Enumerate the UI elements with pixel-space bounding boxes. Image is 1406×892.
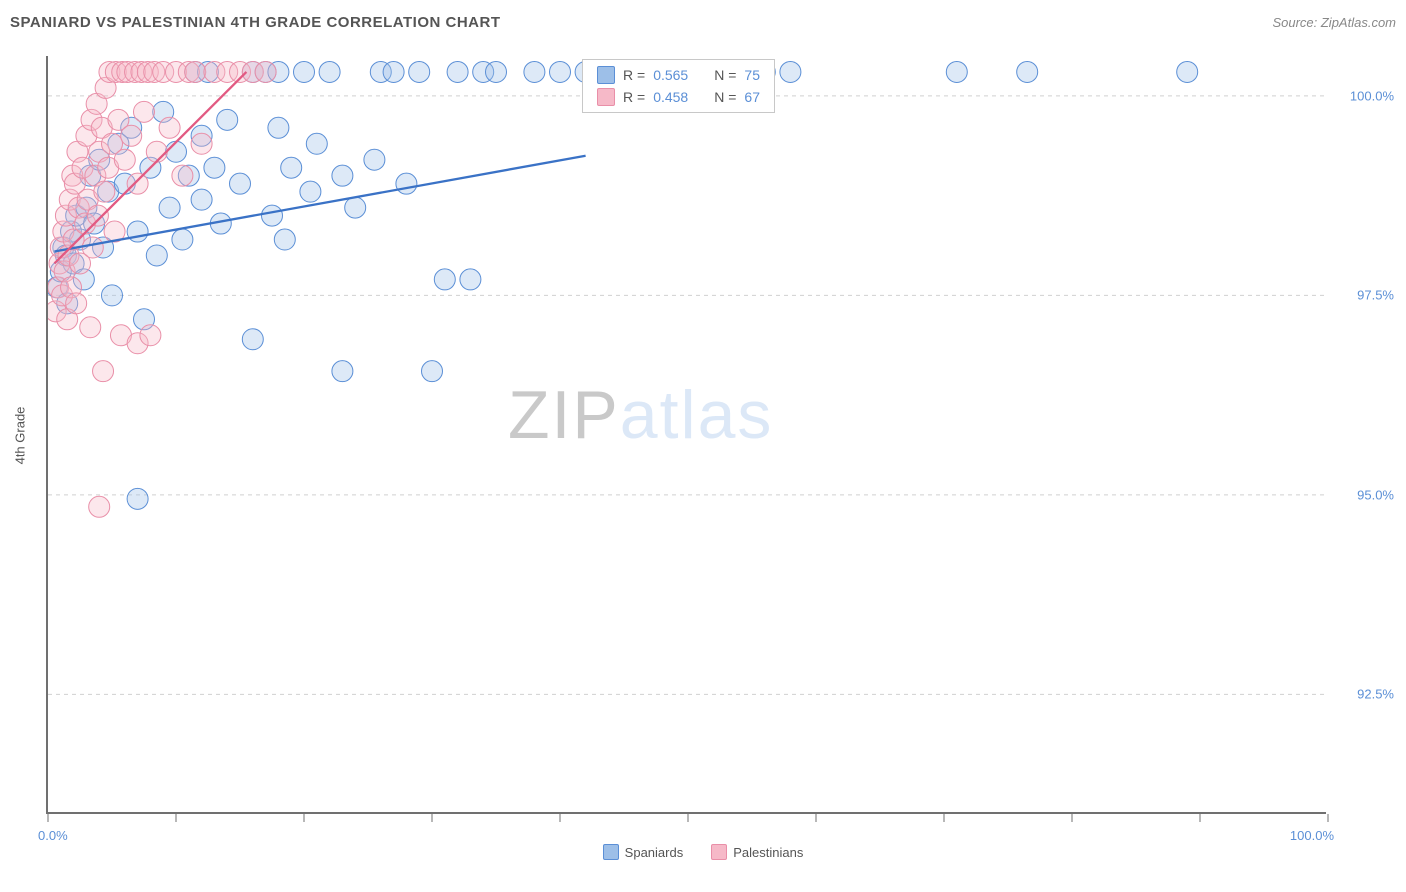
x-axis-max-label: 100.0% [1290,828,1334,843]
scatter-point [82,237,103,258]
scatter-point [409,61,430,82]
scatter-point [185,61,206,82]
scatter-point [281,157,302,178]
y-axis-label: 4th Grade [10,56,30,814]
scatter-point [80,317,101,338]
scatter-point [255,61,276,82]
legend-item: Palestinians [711,844,803,860]
legend-swatch [597,88,615,106]
scatter-layer [48,56,1328,814]
scatter-point [89,496,110,517]
legend-swatch [603,844,619,860]
plot-region: ZIPatlas R = 0.565 N = 75 R = 0.458 N = … [46,56,1326,814]
scatter-point [268,117,289,138]
scatter-point [166,141,187,162]
scatter-point [364,149,385,170]
scatter-point [550,61,571,82]
scatter-point [146,245,167,266]
chart-source: Source: ZipAtlas.com [1272,15,1396,30]
scatter-point [204,157,225,178]
scatter-point [242,329,263,350]
y-tick-label: 97.5% [1334,288,1394,303]
legend-bottom: Spaniards Palestinians [0,844,1406,860]
scatter-point [447,61,468,82]
scatter-point [127,488,148,509]
scatter-point [524,61,545,82]
scatter-point [294,61,315,82]
scatter-point [191,189,212,210]
scatter-point [332,165,353,186]
scatter-point [396,173,417,194]
scatter-point [159,197,180,218]
scatter-point [486,61,507,82]
scatter-point [1017,61,1038,82]
legend-swatch [711,844,727,860]
x-axis-min-label: 0.0% [38,828,68,843]
scatter-point [121,125,142,146]
legend-stats-row: R = 0.565 N = 75 [583,64,774,86]
scatter-point [140,325,161,346]
scatter-point [172,165,193,186]
scatter-point [114,149,135,170]
scatter-point [274,229,295,250]
scatter-point [66,293,87,314]
scatter-point [94,181,115,202]
scatter-point [134,101,155,122]
scatter-point [230,173,251,194]
legend-label: Palestinians [733,845,803,860]
legend-label: Spaniards [625,845,684,860]
y-tick-label: 95.0% [1334,487,1394,502]
scatter-point [93,361,114,382]
y-tick-label: 92.5% [1334,687,1394,702]
scatter-point [127,173,148,194]
scatter-point [191,133,212,154]
scatter-point [102,285,123,306]
scatter-point [946,61,967,82]
scatter-point [345,197,366,218]
legend-stats-box: R = 0.565 N = 75 R = 0.458 N = 67 [582,59,775,113]
chart-header: SPANIARD VS PALESTINIAN 4TH GRADE CORREL… [10,8,1396,36]
y-tick-label: 100.0% [1334,88,1394,103]
chart-title: SPANIARD VS PALESTINIAN 4TH GRADE CORREL… [10,14,501,31]
scatter-point [87,205,108,226]
scatter-point [172,229,193,250]
scatter-point [159,117,180,138]
scatter-point [300,181,321,202]
scatter-point [434,269,455,290]
scatter-point [306,133,327,154]
scatter-point [1177,61,1198,82]
scatter-point [217,109,238,130]
scatter-point [383,61,404,82]
scatter-point [332,361,353,382]
scatter-point [460,269,481,290]
scatter-point [262,205,283,226]
legend-stats-row: R = 0.458 N = 67 [583,86,774,108]
scatter-point [146,141,167,162]
chart-area: ZIPatlas R = 0.565 N = 75 R = 0.458 N = … [46,56,1326,814]
legend-swatch [597,66,615,84]
legend-item: Spaniards [603,844,684,860]
scatter-point [780,61,801,82]
scatter-point [422,361,443,382]
scatter-point [319,61,340,82]
trend-line [54,156,585,252]
